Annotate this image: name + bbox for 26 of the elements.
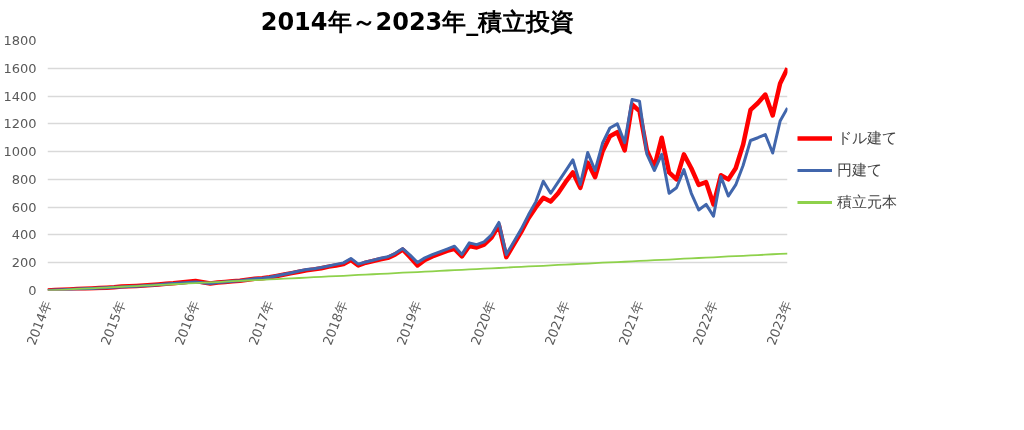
- legend-label: 積立元本: [837, 192, 897, 212]
- y-tick-label: 600: [11, 199, 37, 215]
- x-tick-label: 2019年: [393, 298, 425, 348]
- x-tick-label: 2020年: [467, 298, 499, 348]
- y-tick-label: 800: [11, 171, 37, 187]
- y-tick-label: 1200: [3, 116, 37, 132]
- x-tick-label: 2021年: [541, 298, 573, 348]
- y-tick-label: 1400: [3, 88, 37, 104]
- x-tick-label: 2018年: [319, 298, 351, 348]
- legend-label: 円建て: [837, 160, 882, 180]
- y-tick-label: 200: [11, 255, 37, 271]
- y-tick-label: 0: [28, 283, 37, 298]
- legend-label: ドル建て: [837, 128, 897, 148]
- x-tick-label: 2015年: [97, 298, 129, 348]
- y-tick-label: 1800: [3, 33, 37, 48]
- y-tick-label: 1000: [3, 144, 37, 160]
- line-series: [47, 252, 788, 291]
- x-tick-label: 2022年: [689, 298, 721, 348]
- x-tick-label: 2016年: [171, 298, 203, 348]
- chart-title: 2014年～2023年_積立投資: [260, 7, 575, 36]
- y-tick-label: 400: [11, 227, 37, 243]
- x-tick-label: 2017年: [245, 298, 277, 348]
- y-tick-label: 1600: [3, 60, 37, 76]
- x-tick-label: 2021年: [615, 298, 647, 348]
- x-tick-label: 2023年: [763, 298, 795, 348]
- x-tick-label: 2014年: [23, 298, 55, 348]
